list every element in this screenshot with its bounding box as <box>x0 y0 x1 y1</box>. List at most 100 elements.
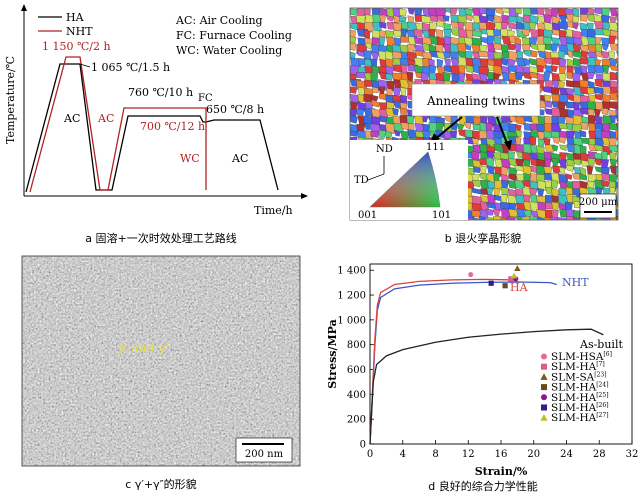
grain <box>559 144 567 151</box>
legend-ha-label: HA <box>66 11 85 24</box>
grain <box>557 217 569 220</box>
grain <box>501 115 513 123</box>
data-point-slm-ha <box>488 280 494 286</box>
chart-ylabel: Stress/MPa <box>326 319 339 389</box>
grain <box>478 215 487 220</box>
grain <box>414 115 424 125</box>
grain <box>550 130 561 138</box>
grain <box>508 21 517 30</box>
grain <box>514 37 522 45</box>
grain <box>587 28 596 38</box>
grain <box>536 8 545 16</box>
grain <box>471 137 479 145</box>
grain <box>458 129 467 138</box>
grain <box>543 36 553 46</box>
grain <box>572 217 581 220</box>
grain <box>543 130 552 139</box>
grain <box>363 93 373 103</box>
ipf-111: 111 <box>426 142 445 153</box>
grain <box>493 216 502 220</box>
ipf-triangle-overlay <box>370 152 440 207</box>
grain <box>486 14 494 23</box>
grain <box>473 166 481 174</box>
grain <box>601 136 611 146</box>
scale-bar-bg-b <box>579 193 617 219</box>
legend-nht-label: NHT <box>66 25 93 38</box>
grain <box>493 43 502 51</box>
grain <box>523 216 532 220</box>
grain <box>558 122 568 130</box>
grain <box>616 50 618 58</box>
caption-c: c γ′+γ″的形貌 <box>125 478 197 491</box>
grain <box>350 43 357 51</box>
grain <box>529 144 539 154</box>
grain <box>370 100 380 108</box>
grain <box>515 129 522 138</box>
grain <box>608 145 618 153</box>
grain <box>566 36 576 45</box>
grain <box>399 8 407 17</box>
grain <box>493 187 501 196</box>
legend-label: SLM-HA[7] <box>551 361 605 373</box>
legend-marker <box>541 353 547 360</box>
grain <box>523 194 531 203</box>
grain <box>529 216 540 220</box>
legend-marker <box>541 363 547 370</box>
grain <box>493 143 505 153</box>
grain <box>514 72 524 81</box>
grain <box>615 86 618 94</box>
grain <box>615 187 618 196</box>
grain <box>529 187 538 195</box>
grain <box>616 201 618 210</box>
x-tick-label: 32 <box>626 449 639 460</box>
nht-route <box>29 56 207 193</box>
label-ac-1: AC <box>63 112 80 125</box>
grain <box>363 115 373 124</box>
scale-bar-label-c: 200 nm <box>245 449 284 460</box>
ebsd-map: Annealing twins ND TD 001 101 111 200 μm <box>349 7 619 221</box>
grain <box>579 108 590 115</box>
grain <box>514 8 522 15</box>
grain <box>485 202 497 210</box>
x-tick-label: 4 <box>400 449 406 460</box>
grain <box>572 23 579 30</box>
twin-arrow-1 <box>433 116 463 141</box>
grain <box>384 122 396 135</box>
grain <box>364 123 371 130</box>
grain <box>486 216 495 220</box>
grain <box>523 50 532 57</box>
grain <box>559 209 569 217</box>
legend-marker <box>541 404 547 411</box>
label-ac-3: AC <box>231 152 248 165</box>
grain <box>407 129 417 139</box>
grain <box>573 159 582 166</box>
grain <box>471 180 482 188</box>
micrograph-texture <box>22 256 300 466</box>
curve-label-asbuilt: As-built <box>579 338 623 351</box>
legend-marker <box>540 414 548 421</box>
grain <box>451 73 461 84</box>
annotation-text: Annealing twins <box>426 94 525 108</box>
grain <box>580 122 589 130</box>
y-axis-label: Temperature/℃ <box>4 56 17 144</box>
scale-bar-bg-c <box>235 437 293 463</box>
grain <box>579 173 588 181</box>
grain <box>550 65 558 73</box>
grain <box>384 73 394 81</box>
y-tick-label: 600 <box>347 365 366 376</box>
grain <box>486 208 494 216</box>
grain <box>572 15 580 24</box>
leader-ha-sol <box>79 63 91 68</box>
grain <box>371 51 380 61</box>
grain <box>370 94 379 102</box>
curve-nht <box>369 281 557 445</box>
y-tick-label: 1 200 <box>337 291 366 302</box>
note-wc: WC: Water Cooling <box>176 44 282 57</box>
legend-label: SLM-HSA[6] <box>551 351 612 363</box>
annotation-box <box>411 83 541 117</box>
grain <box>551 43 559 52</box>
data-point-slm-ha <box>502 283 508 289</box>
grain <box>550 87 560 95</box>
label-ha-sol: 1 065 ℃/1.5 h <box>91 61 170 74</box>
grain <box>516 216 523 220</box>
